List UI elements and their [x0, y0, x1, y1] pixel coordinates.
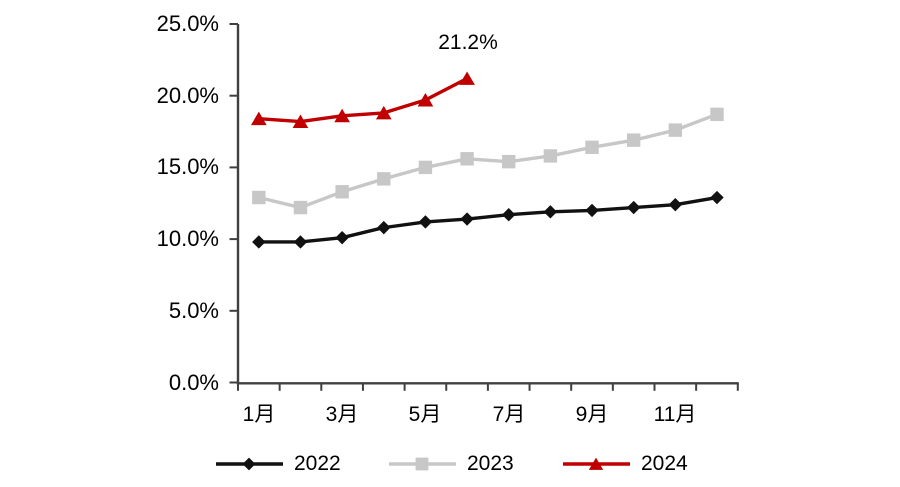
series-2023-marker [710, 107, 724, 122]
y-axis-label-5: 5.0% [168, 298, 219, 323]
series-2022-marker [626, 200, 641, 215]
series-2023-marker [377, 172, 391, 186]
series-2023-marker [668, 123, 683, 137]
y-axis-label-25: 25.0% [156, 11, 219, 36]
legend-marker-2022 [242, 457, 256, 471]
x-axis-label-month-3: 3月 [325, 403, 359, 426]
y-axis-label-20: 20.0% [156, 83, 219, 108]
series-2022-marker [502, 208, 516, 222]
series-2022-marker [543, 205, 558, 219]
series-2024-marker [459, 71, 475, 85]
legend-swatch-2023-square-icon [389, 457, 456, 471]
legend-marker-2023 [415, 457, 429, 471]
x-axis-label-month-1: 1月 [242, 403, 276, 426]
series-2022-marker [460, 212, 474, 226]
series-2023-marker [502, 154, 516, 169]
x-axis-label-month-7: 7月 [492, 403, 526, 426]
series-2023-line [258, 112, 718, 210]
series-2024-marker [292, 114, 309, 128]
series-2023-marker [460, 152, 474, 166]
legend: 2022 2023 2024 [0, 452, 900, 480]
legend-label-2024: 2024 [641, 452, 688, 475]
series-2024-marker [417, 93, 434, 107]
series-2023-marker [335, 185, 349, 199]
series-2022-marker [293, 235, 308, 249]
series-2022-marker [335, 230, 349, 245]
series-2023-marker [626, 133, 641, 147]
y-axis-label-10: 10.0% [156, 226, 219, 251]
series-2022-marker [668, 197, 683, 212]
series-2024-marker [334, 108, 350, 123]
legend-label-2023: 2023 [467, 452, 514, 475]
series-2023-marker [252, 190, 266, 205]
series-2022-marker [418, 215, 433, 229]
x-axis-label-month-9: 9月 [575, 403, 609, 426]
y-axis-label-15: 15.0% [156, 154, 219, 179]
point-data-label: 21.2% [438, 31, 498, 54]
series-2024-marker [250, 111, 267, 126]
series-2023-marker [543, 149, 558, 163]
legend-swatch-2022-diamond-icon [216, 457, 283, 471]
legend-item-2023: 2023 [389, 452, 514, 476]
series-2022-marker [252, 235, 266, 249]
series-2024-line [258, 76, 468, 124]
legend-swatch-2024-triangle-icon [563, 457, 630, 470]
y-axis-label-0: 0.0% [168, 370, 219, 395]
series-2023-marker [585, 140, 599, 155]
legend-label-2022: 2022 [294, 452, 341, 475]
series-2022-marker [585, 203, 599, 218]
series-2022-marker [377, 220, 391, 235]
series-2024-marker [375, 105, 392, 120]
x-axis-label-month-11: 11月 [653, 403, 697, 426]
series-2022-line [258, 195, 718, 244]
legend-item-2022: 2022 [216, 452, 341, 476]
series-2022-marker [710, 190, 724, 205]
series-2023-marker [293, 200, 308, 215]
series-2023-marker [418, 160, 433, 175]
x-axis-label-month-5: 5月 [408, 403, 442, 426]
legend-marker-2024 [588, 457, 604, 470]
legend-item-2024: 2024 [563, 452, 688, 476]
